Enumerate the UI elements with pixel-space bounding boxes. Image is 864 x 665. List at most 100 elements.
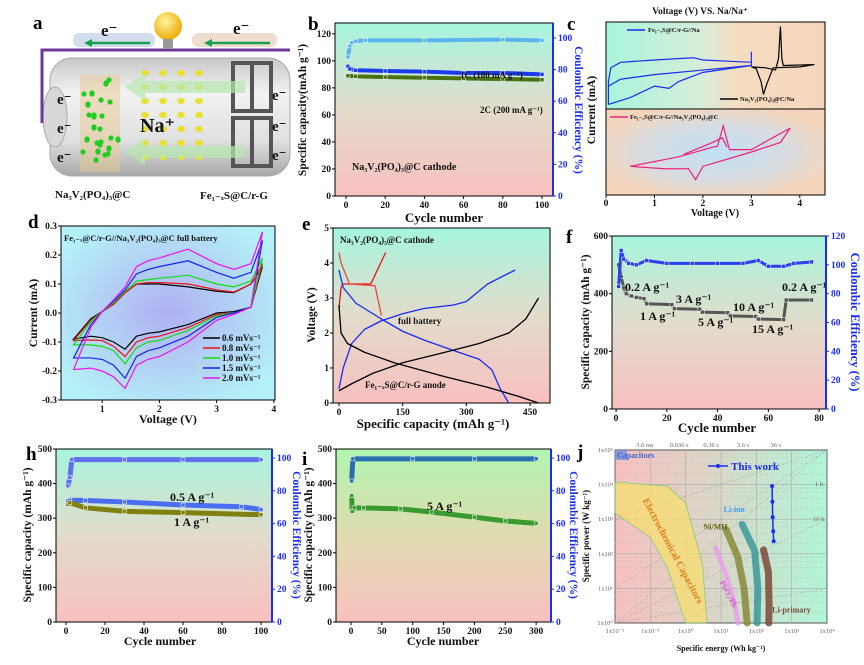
y-tick-label: 0 — [326, 192, 331, 202]
y-tick-label: 0 — [327, 618, 332, 628]
y-tick-label: 1x10² — [598, 551, 613, 558]
data-point — [69, 457, 75, 462]
data-point — [353, 38, 359, 44]
data-point — [345, 54, 351, 60]
sodium-ion-dot — [177, 126, 185, 132]
data-point — [65, 483, 71, 489]
annotation-rate: 0.2 A g⁻¹ — [625, 280, 670, 294]
x-tick-label: 0 — [349, 627, 354, 637]
data-point — [644, 258, 649, 263]
y-tick-label: 0.3 — [45, 222, 57, 232]
y2-tick-label: 80 — [831, 290, 841, 300]
data-point — [623, 291, 629, 296]
x-tick-label: 250 — [498, 627, 513, 637]
annotation-anode: Fe₁₋ₓS@C/r-G anode — [365, 380, 446, 390]
data-point — [771, 539, 776, 544]
y-tick-label: 100 — [317, 57, 332, 67]
x-tick-label: 1 — [652, 199, 657, 209]
panel-label-a: a — [33, 13, 43, 34]
y-tick-label: -0.1 — [42, 338, 57, 348]
y-tick-label: 200 — [38, 549, 53, 559]
lattice-atom — [98, 97, 104, 103]
data-point — [353, 68, 359, 73]
sodium-ion-dot — [159, 140, 167, 146]
annotation-rate: 0.2 A g⁻¹ — [782, 280, 827, 294]
series-line — [338, 269, 516, 390]
region-label: Li-ion — [724, 505, 745, 514]
lattice-atom — [107, 99, 113, 105]
annotation-rate: 1 A g⁻¹ — [640, 309, 676, 323]
series-line — [607, 51, 752, 105]
x-tick-label: 150 — [396, 408, 411, 418]
panel-label-b: b — [308, 14, 319, 35]
top-time-label: 0.36 s — [703, 442, 719, 449]
y-axis-label: Current (mA) — [28, 279, 40, 348]
electron-label-left-2: e⁻ — [57, 121, 72, 137]
y2-tick-label: 60 — [558, 97, 568, 107]
data-point — [122, 499, 127, 505]
x-tick-label: 150 — [436, 627, 451, 637]
sodium-ion-dot — [195, 112, 203, 118]
sodium-ion-dot — [159, 70, 167, 76]
y-axis-label: Current (mA) — [586, 76, 598, 145]
data-point — [122, 457, 127, 462]
y-tick-label: 1x10³ — [598, 516, 613, 523]
data-point — [349, 478, 354, 484]
y2-tick-label: 100 — [556, 454, 571, 464]
legend-label: Fe₁₋ₓS@C/r-G//Na₃V₂(PO₄)₃@C — [630, 114, 719, 121]
x-tick-label: 1x10⁴ — [819, 628, 835, 635]
y-tick-label: 200 — [594, 347, 609, 357]
data-point — [500, 76, 506, 82]
x-tick-label: 100 — [254, 627, 269, 637]
y-tick-label: -0.2 — [42, 367, 57, 377]
sodium-ion-dot — [177, 98, 185, 104]
data-point — [629, 293, 634, 299]
lattice-atom — [93, 157, 99, 163]
legend-label: Fe₁₋ₓS@C/r-G//Na — [648, 27, 700, 34]
electron-label-left-1: e⁻ — [57, 92, 72, 108]
data-point — [634, 295, 639, 300]
x-tick-label: 60 — [178, 627, 188, 637]
y2-tick-label: 0 — [558, 192, 563, 202]
y-tick-label: 80 — [322, 84, 332, 94]
sodium-ion-dot — [195, 126, 203, 132]
electron-label-left-3: e⁻ — [57, 150, 72, 166]
x-tick-label: 450 — [523, 408, 538, 418]
data-point — [351, 505, 357, 511]
data-point — [728, 313, 733, 319]
panel-label-c: c — [567, 14, 575, 35]
x-tick-label: 4 — [271, 405, 276, 415]
cathode-lattice — [80, 75, 121, 172]
data-point — [258, 512, 264, 517]
y-tick-label: 5 — [324, 224, 329, 234]
data-point — [533, 521, 539, 526]
data-point — [180, 457, 186, 462]
annotation-rate: 3 A g⁻¹ — [676, 292, 712, 306]
top-time-label: 0.036 s — [670, 442, 689, 449]
y2-tick-label: 100 — [277, 454, 292, 464]
y-tick-label: 1x10⁴ — [598, 482, 614, 489]
y-tick-label: 500 — [38, 445, 53, 455]
y-tick-label: 2 — [324, 329, 329, 339]
series-line — [338, 252, 383, 316]
light-bulb-icon — [154, 12, 182, 49]
y2-axis-label: Coulombic Efficiency (%) — [567, 471, 579, 599]
y-tick-label: 300 — [318, 514, 333, 524]
data-point — [539, 38, 545, 43]
panel-c-chart: c Voltage (V) VS. Na/Na⁺ 0 1 2 3 4 Fe₁₋ₓS@C/… — [567, 6, 826, 219]
data-point — [616, 284, 621, 289]
sodium-ion-dot — [177, 70, 185, 76]
panel-label-j: j — [576, 442, 583, 463]
plot-area — [335, 448, 552, 623]
y-tick-label: 0.2 — [45, 251, 57, 261]
y2-tick-label: 80 — [556, 487, 566, 497]
x-axis-label: Specific energy (Wh kg⁻¹) — [677, 644, 766, 653]
y2-tick-label: 100 — [558, 34, 573, 44]
series-line — [608, 64, 752, 87]
y2-tick-label: 100 — [831, 261, 846, 271]
data-point — [83, 498, 88, 503]
legend-label: This work — [731, 461, 780, 473]
data-point — [539, 77, 545, 83]
sodium-ion-dot — [159, 112, 167, 118]
